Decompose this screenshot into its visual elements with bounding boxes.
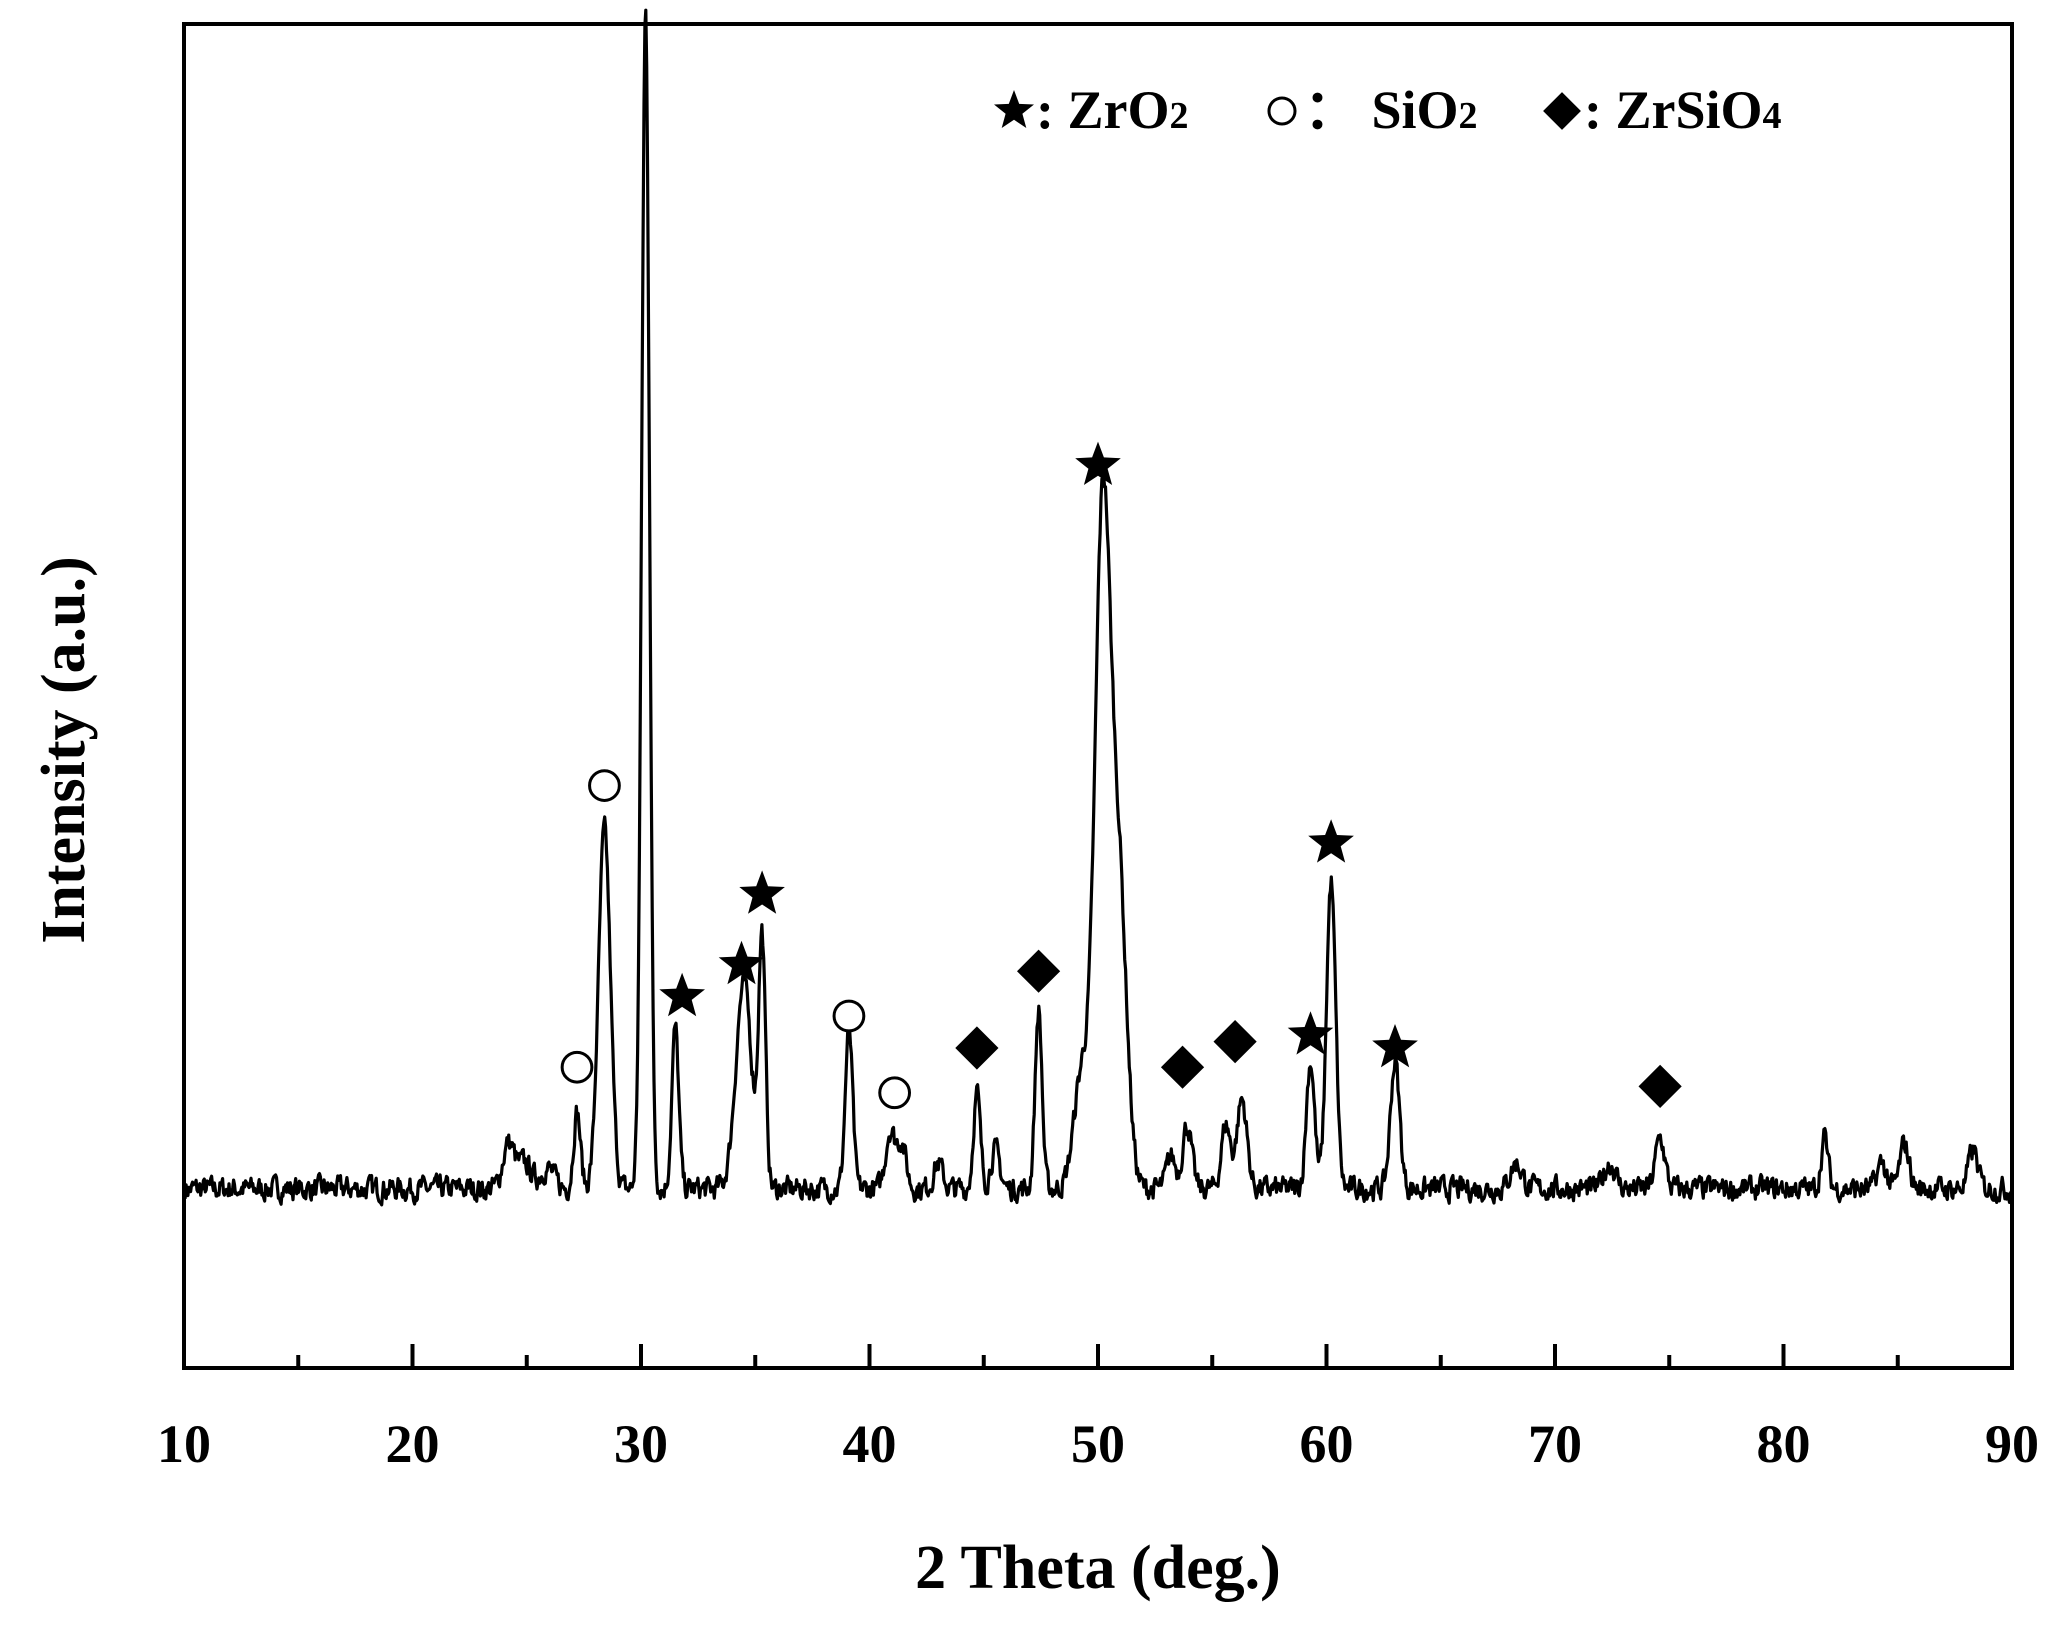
legend-diamond-marker [1543, 92, 1581, 130]
peak-markers [560, 441, 1682, 1110]
legend-circle-marker [1267, 96, 1297, 126]
star-marker [718, 940, 765, 985]
x-tick-label: 30 [614, 1414, 668, 1474]
diamond-marker [955, 1026, 999, 1070]
x-tick-label: 90 [1985, 1414, 2039, 1474]
star-marker [659, 972, 705, 1017]
x-axis-ticks [182, 1344, 2014, 1368]
legend: : ZrO2 ： SiO2 : ZrSiO4 [994, 80, 1782, 140]
star-marker [1372, 1024, 1418, 1068]
x-axis-title: 2 Theta (deg.) [915, 1534, 1281, 1602]
x-axis-tick-labels: 10 20 30 40 50 60 70 80 90 [157, 1414, 2039, 1474]
diamond-marker [1213, 1020, 1257, 1064]
xrd-pattern-line [183, 8, 2013, 1207]
star-marker [739, 870, 785, 914]
circle-marker [832, 999, 866, 1033]
legend-star-marker [994, 90, 1034, 128]
legend-entry-label: ： SiO2 [1304, 80, 1478, 140]
legend-entry-label: : ZrSiO4 [1584, 80, 1782, 140]
x-tick-label: 20 [386, 1414, 440, 1474]
circle-marker [878, 1076, 912, 1110]
plot-frame [182, 22, 2014, 1370]
star-marker [1075, 441, 1121, 485]
circle-marker [560, 1050, 594, 1084]
x-tick-label: 10 [157, 1414, 211, 1474]
x-tick-label: 80 [1757, 1414, 1811, 1474]
star-marker [1287, 1011, 1334, 1055]
legend-entry-label: : ZrO2 [1036, 80, 1188, 140]
x-tick-label: 40 [843, 1414, 897, 1474]
x-tick-label: 50 [1071, 1414, 1125, 1474]
diamond-marker [1638, 1064, 1682, 1108]
star-marker [1308, 819, 1354, 863]
y-axis-title: Intensity (a.u.) [30, 556, 98, 944]
x-tick-label: 70 [1528, 1414, 1582, 1474]
diamond-marker [1016, 949, 1061, 993]
diamond-marker [1160, 1045, 1205, 1089]
circle-marker [588, 769, 621, 802]
x-tick-label: 60 [1300, 1414, 1354, 1474]
